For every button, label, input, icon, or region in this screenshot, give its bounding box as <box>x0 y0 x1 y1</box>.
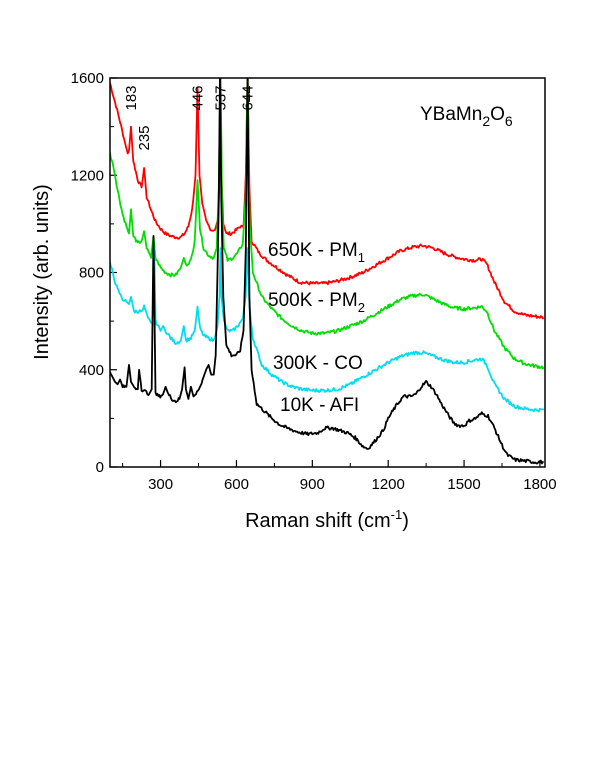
series-labels: 650K - PM1 500K - PM2 300K - CO 10K - AFI <box>268 240 365 416</box>
compound-label: YBaMn2O6 <box>420 104 513 129</box>
series-label-s650: 650K - PM1 <box>268 240 365 265</box>
series-line-s500 <box>110 78 545 370</box>
series-line-s650 <box>110 78 545 320</box>
peak-label-183: 183 <box>123 85 140 110</box>
peak-labels: 183 235 446 537 644 <box>123 85 257 150</box>
y-tick-label: 0 <box>96 459 104 476</box>
series-layer <box>110 78 545 465</box>
series-label-s300: 300K - CO <box>273 353 363 374</box>
peak-label-446: 446 <box>190 85 207 110</box>
y-tick-label: 800 <box>79 265 104 282</box>
x-tick-label: 1800 <box>523 476 556 493</box>
x-tick-label: 900 <box>300 476 325 493</box>
x-axis-title: Raman shift (cm-1) <box>245 507 409 532</box>
y-axis-title: Intensity (arb. units) <box>31 184 53 360</box>
x-tick-label: 1500 <box>447 476 480 493</box>
tick-labels: 300 600 900 1200 1500 1800 0 400 800 1200 1600 <box>71 70 557 493</box>
x-tick-label: 1200 <box>372 476 405 493</box>
series-line-s300 <box>110 247 545 413</box>
x-tick-label: 300 <box>148 476 173 493</box>
peak-label-537: 537 <box>213 85 230 110</box>
y-tick-label: 1600 <box>71 70 104 87</box>
y-tick-label: 400 <box>79 362 104 379</box>
plot-frame <box>109 77 546 468</box>
series-label-s10: 10K - AFI <box>280 395 359 416</box>
series-label-s500: 500K - PM2 <box>268 290 365 315</box>
peak-label-235: 235 <box>136 125 153 150</box>
y-tick-label: 1200 <box>71 167 104 184</box>
series-line-s10 <box>110 78 544 465</box>
peak-label-644: 644 <box>240 85 257 110</box>
x-tick-label: 600 <box>224 476 249 493</box>
